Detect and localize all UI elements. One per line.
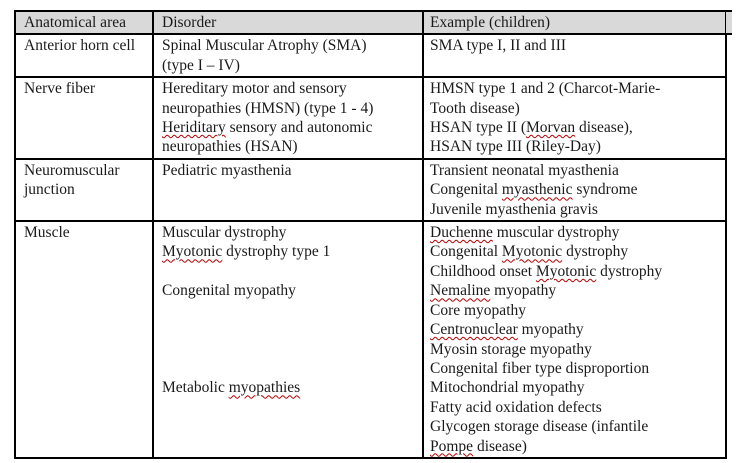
cell-line: Myosin storage myopathy (430, 340, 592, 358)
cell-disorder: Spinal Muscular Atrophy (SMA) (type I – I… (154, 35, 424, 77)
header-example-children: Example (children) (430, 14, 551, 31)
misspelled-word: myopathies (228, 379, 301, 397)
cell-disorder: Muscular dystrophy Myotonic dystrophy typ… (154, 222, 424, 457)
misspelled-word: Heriditary (162, 119, 226, 137)
misspelled-word: Morvan (526, 119, 576, 137)
cell-example: Transient neonatal myasthenia Congenital … (424, 160, 725, 220)
cell-line: Muscular dystrophy (162, 224, 287, 242)
cell-line: Pediatric myasthenia (162, 161, 292, 179)
table-row: Neuromuscular junction Pediatric myastheni… (16, 159, 725, 223)
cell-line: Nemaline myopathy (430, 282, 557, 300)
cell-line: Muscle (24, 224, 70, 242)
cell-line: Juvenile myasthenia gravis (430, 200, 598, 218)
cell-line: Glycogen storage disease (infantile (430, 418, 649, 436)
cell-line: Core myopathy (430, 301, 526, 319)
cell-disorder: Hereditary motor and sensory neuropathies… (154, 78, 424, 158)
cell-line: Heriditary sensory and autonomic (162, 119, 373, 137)
header-disorder: Disorder (154, 12, 424, 34)
cell-line: Congenital myopathy (162, 282, 296, 300)
cell-line: Neuromuscular (24, 161, 120, 179)
cell-line: (type I – IV) (162, 56, 240, 74)
cell-line: Pompe disease) (430, 437, 527, 455)
table-header-row: Anatomical area Disorder Example (childr… (16, 9, 732, 36)
cell-line: Nerve fiber (24, 80, 95, 98)
misspelled-word: Centronuclear (430, 321, 518, 339)
cell-line: Duchenne muscular dystrophy (430, 224, 620, 242)
cell-line: Spinal Muscular Atrophy (SMA) (162, 37, 367, 55)
cell-anatomical-area: Anterior horn cell (16, 35, 154, 77)
cell-line: Tooth disease) (430, 99, 520, 117)
cell-line: Transient neonatal myasthenia (430, 161, 619, 179)
cell-line: neuropathies (HSAN) (162, 138, 298, 156)
cell-line: neuropathies (HMSN) (type 1 - 4) (162, 99, 374, 117)
cell-line: Anterior horn cell (24, 37, 136, 55)
table-row: Muscle Muscular dystrophy Myotonic dystrop… (16, 222, 725, 457)
cell-line: Childhood onset Myotonic dystrophy (430, 262, 663, 280)
cell-line: Centronuclear myopathy (430, 321, 584, 339)
cell-line: Myotonic dystrophy type 1 (162, 243, 331, 261)
cell-line: HMSN type 1 and 2 (Charcot-Marie- (430, 80, 661, 98)
cell-anatomical-area: Neuromuscular junction (16, 159, 154, 221)
table-row: Anterior horn cell Spinal Muscular Atroph… (16, 35, 725, 79)
misspelled-word: Pompe (430, 437, 474, 455)
cell-line (162, 320, 417, 339)
cell-line (162, 301, 417, 320)
cell-line: HSAN type II (Morvan disease), (430, 119, 633, 137)
cell-line: Congenital Myotonic dystrophy (430, 243, 629, 261)
cell-line: Metabolic myopathies (162, 379, 301, 397)
table-body: Anterior horn cell Spinal Muscular Atroph… (16, 35, 725, 457)
table-row: Nerve fiber Hereditary motor and sensory n… (16, 78, 725, 160)
misspelled-word: Nemaline (430, 282, 491, 300)
cell-line: SMA type I, II and III (430, 37, 567, 55)
neuromuscular-disorders-table: Anatomical area Disorder Example (childr… (14, 9, 732, 459)
cell-line: Mitochondrial myopathy (430, 379, 585, 397)
cell-line: HSAN type III (Riley-Day) (430, 138, 601, 156)
misspelled-word: Duchenne (430, 224, 493, 242)
cell-anatomical-area: Muscle (16, 222, 154, 457)
cell-line: Congenital fiber type disproportion (430, 359, 650, 377)
cell-line (162, 340, 417, 359)
cell-example: Duchenne muscular dystrophy Congenital My… (424, 222, 725, 457)
misspelled-word: Myotonic (535, 262, 597, 280)
cell-example: HMSN type 1 and 2 (Charcot-Marie- Tooth d… (424, 78, 725, 158)
header-anatomical-area: Anatomical area (16, 12, 154, 34)
cell-line: Fatty acid oxidation defects (430, 398, 602, 416)
cell-line: Hereditary motor and sensory (162, 80, 347, 98)
misspelled-word: myasthenic (501, 181, 573, 199)
cell-anatomical-area: Nerve fiber (16, 78, 154, 158)
cell-line: Congenital myasthenic syndrome (430, 181, 638, 199)
misspelled-word: Myotonic (501, 243, 563, 261)
cell-line (162, 262, 417, 281)
cell-line: junction (24, 181, 75, 199)
cell-example: SMA type I, II and III (424, 35, 725, 76)
cell-line (162, 359, 417, 378)
cell-disorder: Pediatric myasthenia (154, 159, 424, 221)
misspelled-word: Myotonic (162, 243, 223, 261)
